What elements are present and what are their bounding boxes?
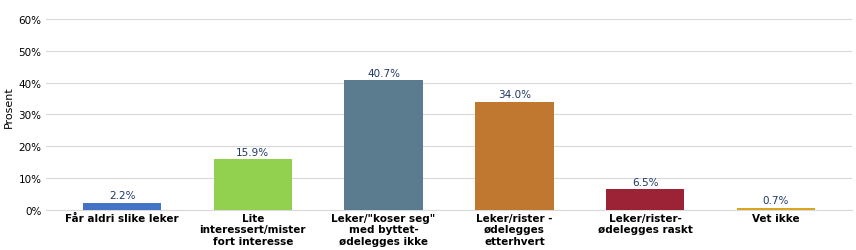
Bar	[737, 208, 815, 210]
Text: 15.9%: 15.9%	[236, 147, 270, 157]
Bar	[606, 190, 685, 210]
Text: 0.7%: 0.7%	[763, 195, 789, 205]
Y-axis label: Prosent: Prosent	[4, 86, 15, 128]
Text: 2.2%: 2.2%	[109, 190, 135, 200]
Bar	[214, 160, 292, 210]
Text: 34.0%: 34.0%	[498, 90, 531, 100]
Bar	[344, 81, 423, 210]
Text: 6.5%: 6.5%	[632, 177, 658, 187]
Bar	[475, 102, 554, 210]
Text: 40.7%: 40.7%	[367, 68, 400, 78]
Bar	[83, 203, 161, 210]
